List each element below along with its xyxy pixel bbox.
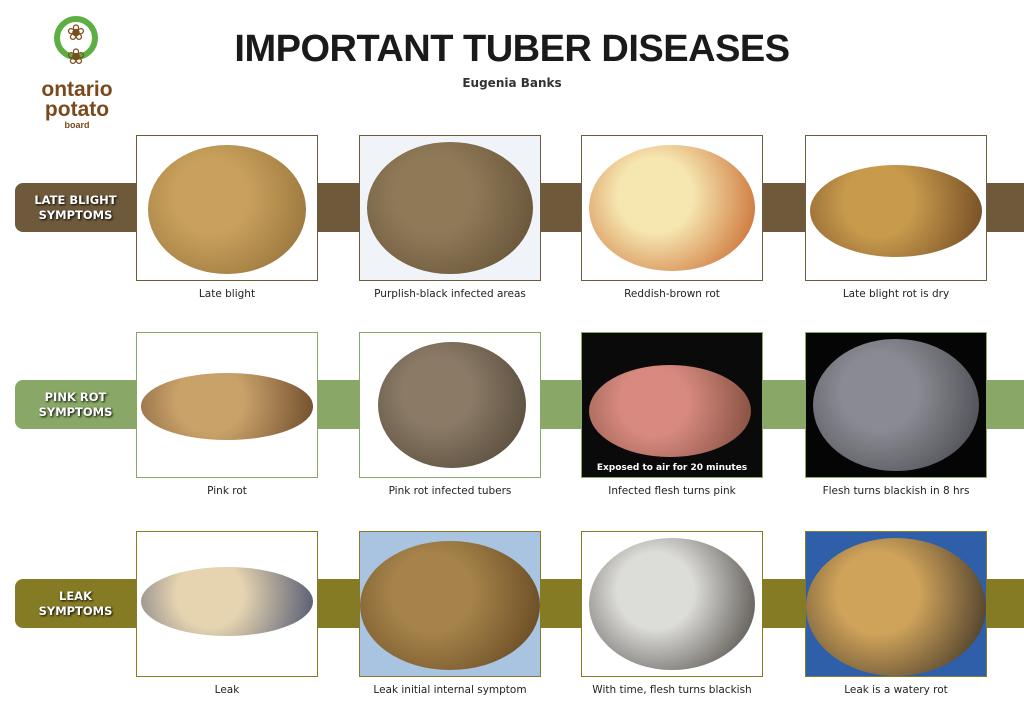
row-label-line: LATE BLIGHT: [34, 192, 117, 207]
row-label-line: LEAK: [59, 588, 92, 603]
row-label-line: SYMPTOMS: [38, 207, 113, 222]
photo-caption: Infected flesh turns pink: [608, 485, 736, 497]
row-label-line: PINK ROT: [44, 389, 107, 404]
logo-text: potato: [44, 98, 110, 121]
photo-caption: Pink rot: [207, 485, 247, 497]
row-label: PINK ROT SYMPTOMS: [15, 380, 136, 429]
potato-image: [589, 144, 755, 272]
row-label: LATE BLIGHT SYMPTOMS: [15, 183, 136, 232]
disease-photo: [581, 135, 763, 281]
photo-caption: Leak is a watery rot: [844, 684, 948, 696]
author: Eugenia Banks: [462, 76, 562, 90]
potato-image: [589, 537, 755, 671]
row-label-line: SYMPTOMS: [38, 603, 113, 618]
photo-caption: Flesh turns blackish in 8 hrs: [822, 485, 970, 497]
photo-note: Exposed to air for 20 minutes: [596, 463, 748, 473]
disease-photo: [805, 332, 987, 478]
potato-image: [147, 144, 307, 275]
disease-photo: [359, 135, 541, 281]
potato-image: [813, 338, 979, 472]
photo-caption: Late blight rot is dry: [842, 288, 950, 300]
potato-image: [140, 566, 314, 636]
photo-caption: Leak: [214, 684, 240, 696]
disease-photo: [136, 332, 318, 478]
disease-photo: [359, 332, 541, 478]
potato-image: [589, 364, 752, 457]
logo-text: ontario: [41, 78, 113, 101]
disease-photo: [136, 531, 318, 677]
photo-caption: Purplish-black infected areas: [374, 288, 526, 300]
row-label-line: SYMPTOMS: [38, 404, 113, 419]
ontario-potato-board-logo: ❀ ❀ ontario potato board: [34, 14, 120, 132]
logo-text: board: [64, 120, 90, 130]
disease-photo: [359, 531, 541, 677]
potato-image: [360, 540, 540, 671]
photo-caption: Pink rot infected tubers: [388, 485, 512, 497]
disease-photo: Exposed to air for 20 minutes: [581, 332, 763, 478]
potato-image: [378, 341, 526, 469]
photo-caption: With time, flesh turns blackish: [592, 684, 752, 696]
photo-caption: Leak initial internal symptom: [373, 684, 527, 696]
potato-plant-icon: ❀ ❀: [66, 21, 86, 70]
photo-caption: Late blight: [198, 288, 256, 300]
disease-photo: [805, 531, 987, 677]
potato-image: [809, 164, 983, 257]
row-label: LEAK SYMPTOMS: [15, 579, 136, 628]
page-title: IMPORTANT TUBER DISEASES: [234, 28, 790, 70]
potato-image: [806, 537, 986, 676]
disease-photo: [805, 135, 987, 281]
potato-image: [367, 141, 533, 275]
logo-ring: [54, 16, 98, 60]
disease-photo: [136, 135, 318, 281]
disease-photo: [581, 531, 763, 677]
photo-caption: Reddish-brown rot: [624, 288, 720, 300]
potato-image: [140, 373, 314, 440]
